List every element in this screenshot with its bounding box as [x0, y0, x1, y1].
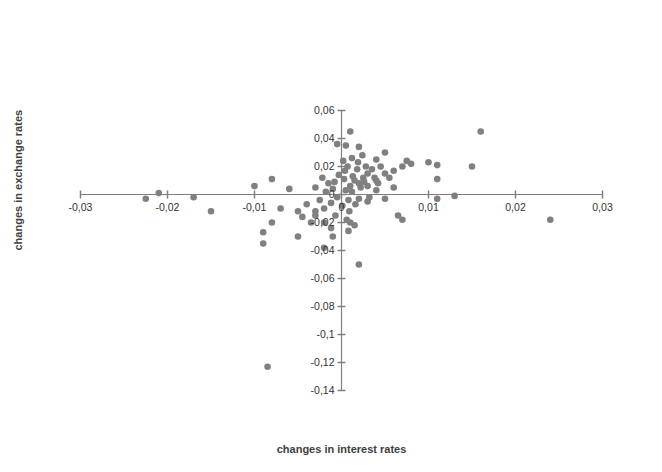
- svg-text:-0,12: -0,12: [311, 356, 335, 368]
- svg-text:changes in interest rates: changes in interest rates: [277, 443, 407, 455]
- svg-text:0,02: 0,02: [314, 160, 335, 172]
- svg-text:-0,02: -0,02: [311, 216, 335, 228]
- svg-text:changes in exchange rates: changes in exchange rates: [12, 110, 24, 251]
- svg-text:0,04: 0,04: [314, 132, 335, 144]
- svg-text:0,01: 0,01: [418, 201, 439, 213]
- svg-text:-0,1: -0,1: [316, 328, 334, 340]
- svg-text:0: 0: [329, 188, 335, 200]
- svg-text:-0,02: -0,02: [156, 201, 180, 213]
- svg-text:0: 0: [339, 201, 345, 213]
- svg-text:0,02: 0,02: [505, 201, 526, 213]
- svg-text:-0,04: -0,04: [311, 244, 335, 256]
- svg-text:-0,08: -0,08: [311, 300, 335, 312]
- svg-text:-0,14: -0,14: [311, 384, 335, 396]
- svg-text:-0,06: -0,06: [311, 272, 335, 284]
- svg-text:-0,03: -0,03: [69, 201, 93, 213]
- svg-text:-0,01: -0,01: [243, 201, 267, 213]
- svg-text:0,06: 0,06: [314, 104, 335, 116]
- svg-text:0,03: 0,03: [592, 201, 613, 213]
